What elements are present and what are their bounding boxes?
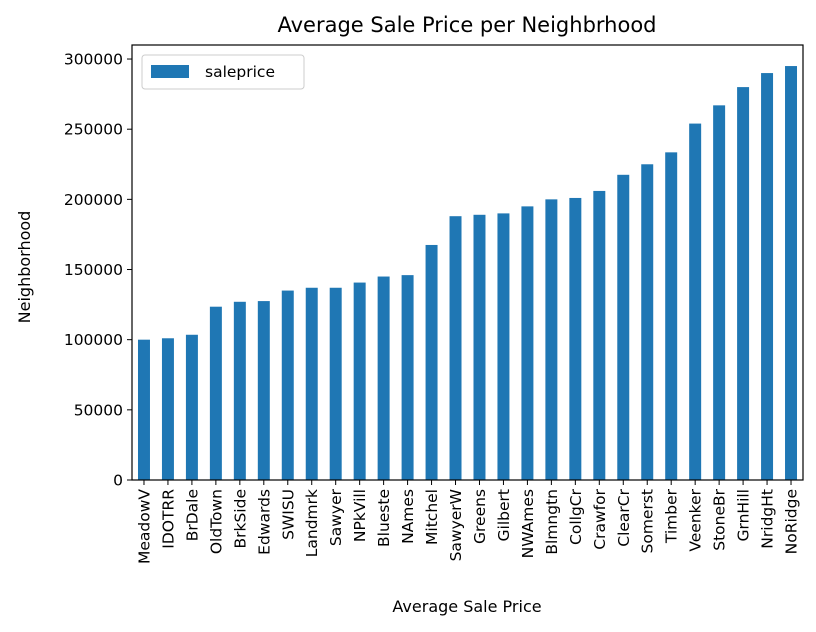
x-axis-label: Average Sale Price — [392, 597, 541, 616]
x-tick-label: GrnHill — [735, 489, 753, 542]
bar-idotrr — [161, 338, 174, 480]
x-tick-label: MeadowV — [135, 489, 153, 564]
bar-mitchel — [425, 244, 438, 480]
bar-blueste — [377, 276, 390, 480]
x-tick-label: NPkVill — [351, 489, 369, 542]
bar-brkside — [233, 301, 246, 480]
bar-clearcr — [617, 174, 630, 480]
y-tick-label: 200000 — [64, 191, 123, 209]
legend-label: saleprice — [205, 63, 275, 81]
bar-landmrk — [305, 287, 318, 480]
bar-gilbert — [497, 213, 510, 481]
x-tick-label: SawyerW — [447, 489, 465, 561]
x-axis-ticks: MeadowV IDOTRR BrDale OldTown BrkSide Edwards… — [135, 480, 801, 564]
bar-grnhill — [737, 87, 750, 480]
x-tick-label: ClearCr — [615, 488, 633, 546]
bar-crawfor — [593, 190, 606, 480]
legend: saleprice — [141, 54, 305, 90]
x-tick-label: BrDale — [183, 489, 201, 541]
bar-timber — [665, 152, 678, 480]
x-tick-label: NoRidge — [783, 489, 801, 554]
bar-sawyer — [329, 287, 342, 480]
x-tick-label: NridgHt — [759, 489, 777, 549]
x-tick-label: Sawyer — [327, 488, 345, 546]
x-tick-label: NAmes — [399, 489, 417, 544]
x-tick-label: StoneBr — [711, 488, 729, 550]
x-tick-label: Veenker — [687, 488, 705, 551]
bar-swisu — [281, 290, 294, 480]
bar-edwards — [257, 301, 270, 480]
legend-swatch — [151, 65, 189, 78]
bar-npkvill — [353, 282, 366, 480]
bar-meadowv — [137, 339, 150, 480]
x-tick-label: Blmngtn — [543, 489, 561, 555]
bar-oldtown — [209, 306, 222, 480]
x-tick-label: IDOTRR — [159, 489, 177, 549]
bar-brdale — [185, 334, 198, 480]
bar-somerst — [641, 164, 654, 480]
x-tick-label: Crawfor — [591, 488, 609, 549]
x-tick-label: CollgCr — [567, 488, 585, 545]
y-tick-label: 0 — [113, 472, 123, 490]
y-tick-label: 50000 — [74, 401, 123, 419]
bar-nwames — [521, 206, 534, 480]
x-tick-label: BrkSide — [231, 489, 249, 549]
bar-stonebr — [713, 105, 726, 480]
bar-sawyerw — [449, 216, 462, 480]
x-tick-label: Gilbert — [495, 489, 513, 541]
bar-collgcr — [569, 197, 582, 481]
x-tick-label: Mitchel — [423, 489, 441, 545]
bar-nridght — [761, 73, 774, 480]
plot-frame — [131, 44, 804, 481]
x-tick-label: Greens — [471, 489, 489, 544]
y-tick-label: 100000 — [64, 331, 123, 349]
y-axis-ticks: 0 50000 100000 150000 200000 250000 300000 — [64, 51, 132, 490]
x-tick-label: Blueste — [375, 489, 393, 547]
y-axis-label: Neighborhood — [15, 211, 34, 324]
bar-names — [401, 275, 414, 480]
x-tick-label: OldTown — [207, 489, 225, 554]
x-tick-label: NWAmes — [519, 489, 537, 558]
bars-layer — [137, 66, 798, 481]
legend-box — [141, 54, 305, 90]
x-tick-label: Timber — [663, 488, 681, 544]
bar-noridge — [785, 66, 798, 480]
x-tick-label: Landmrk — [303, 489, 321, 557]
x-tick-label: Edwards — [255, 489, 273, 555]
x-tick-label: Somerst — [639, 489, 657, 553]
chart-title: Average Sale Price per Neighbrhood — [277, 13, 656, 37]
bar-veenker — [689, 123, 702, 481]
y-tick-label: 300000 — [64, 51, 123, 69]
bar-greens — [473, 214, 486, 480]
y-tick-label: 150000 — [64, 261, 123, 279]
x-tick-label: SWISU — [279, 489, 297, 540]
bar-blmngtn — [545, 199, 558, 480]
y-tick-label: 250000 — [64, 121, 123, 139]
